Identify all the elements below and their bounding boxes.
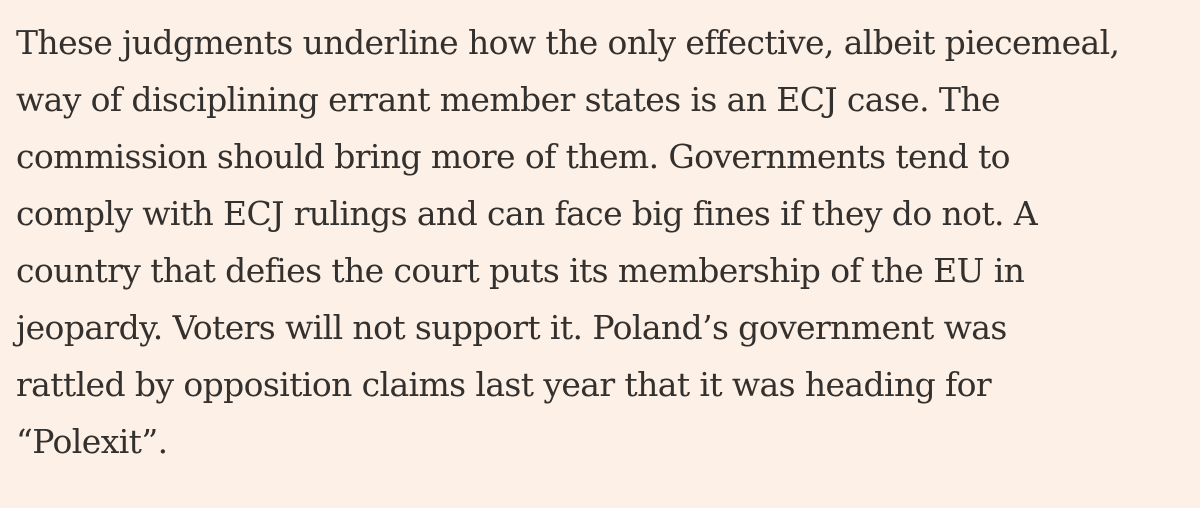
paragraph-line-2: way of disciplining errant member states… <box>16 80 1001 119</box>
paragraph-line-4: comply with ECJ rulings and can face big… <box>16 194 1038 233</box>
paragraph-line-7: rattled by opposition claims last year t… <box>16 365 992 404</box>
paragraph-line-1: These judgments underline how the only e… <box>16 23 1120 62</box>
article-body: These judgments underline how the only e… <box>16 0 1200 508</box>
paragraph-line-6: jeopardy. Voters will not support it. Po… <box>16 308 1007 347</box>
paragraph-line-5: country that defies the court puts its m… <box>16 251 1025 290</box>
paragraph-line-8: “Polexit”. <box>16 422 168 461</box>
paragraph-line-3: commission should bring more of them. Go… <box>16 137 1011 176</box>
